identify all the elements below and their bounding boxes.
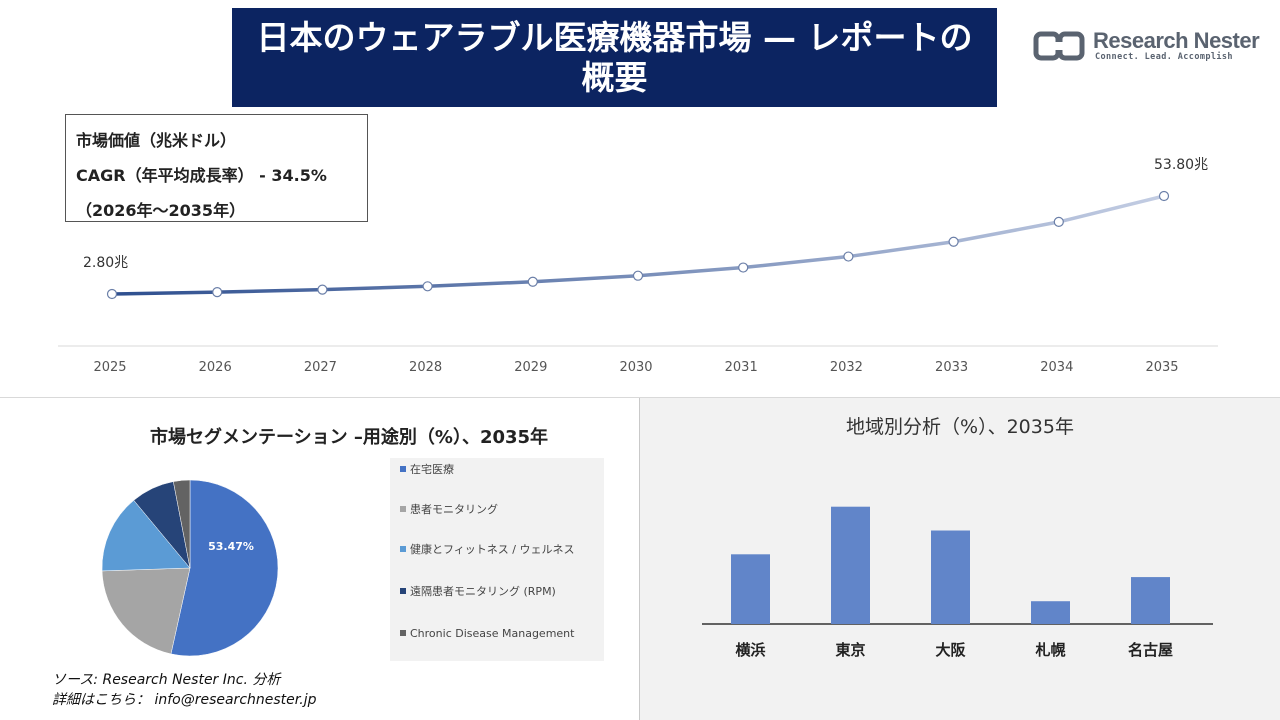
x-tick-label: 2031	[725, 360, 758, 375]
contact-text: 詳細はこちら： info@researchnester.jp	[52, 692, 317, 708]
x-tick-label: 2025	[93, 360, 126, 375]
pie-slice-5	[173, 479, 191, 569]
x-tick-label: 2033	[935, 360, 968, 375]
legend-item: 遠隔患者モニタリング (RPM)	[400, 582, 600, 602]
bar-category-label: 名古屋	[1128, 641, 1173, 659]
first-value-label: 2.80兆	[83, 255, 128, 271]
bar-2	[831, 506, 870, 624]
bar-category-label: 札幌	[1034, 641, 1065, 659]
pie-slice-1	[170, 479, 279, 657]
x-tick-label: 2035	[1145, 360, 1178, 375]
bar-1	[731, 554, 770, 624]
source-note: ソース: Research Nester Inc. 分析 詳細はこちら： inf…	[52, 670, 316, 710]
segmentation-panel: 市場セグメンテーション –用途別（%）、2035年 53.47% 在宅医療患者モ…	[0, 398, 640, 720]
bar-category-label: 東京	[835, 641, 865, 659]
legend-swatch	[400, 506, 406, 512]
line-point-2034	[1053, 216, 1064, 228]
legend-swatch	[400, 588, 406, 594]
bar-category-label: 大阪	[935, 641, 966, 659]
x-tick-label: 2032	[830, 360, 863, 375]
pie-chart-title: 市場セグメンテーション –用途別（%）、2035年	[150, 427, 549, 448]
legend-swatch	[400, 630, 406, 636]
legend-item: 健康とフィットネス / ウェルネス	[400, 540, 600, 560]
line-point-2025	[106, 288, 118, 300]
logo-tagline: Connect. Lead. Accomplish	[1095, 52, 1233, 62]
line-point-2029	[527, 276, 538, 287]
line-point-2035	[1158, 190, 1170, 202]
regional-panel: 地域別分析（%）、2035年 横浜 東京 大阪 札幌 名古屋	[640, 398, 1280, 720]
bar-category-label: 横浜	[735, 641, 765, 659]
pie-slice-3	[101, 499, 191, 572]
x-tick-label: 2029	[514, 360, 547, 375]
section-divider	[0, 397, 1280, 398]
market-value-line-chart: 2025 2026 2027 2028 2029 2030 2031 2032 2033 2034…	[58, 157, 1218, 375]
pie-slice-label: 53.47%	[208, 540, 254, 553]
info-market-value: 市場価値（兆米ドル）	[76, 131, 237, 150]
line-point-2027	[317, 284, 328, 295]
x-tick-label: 2034	[1040, 360, 1073, 375]
legend-swatch	[400, 546, 406, 552]
legend-label: 患者モニタリング	[410, 503, 498, 516]
pie-slice-2	[101, 567, 191, 655]
report-title-text: 日本のウェアラブル医療機器市場 — レポートの概要	[256, 17, 973, 97]
bar-chart-title: 地域別分析（%）、2035年	[846, 416, 1074, 438]
legend-label: Chronic Disease Management	[410, 627, 575, 640]
legend-label: 健康とフィットネス / ウェルネス	[410, 543, 575, 556]
legend-item: Chronic Disease Management	[400, 624, 600, 644]
legend-item: 患者モニタリング	[400, 500, 600, 520]
report-title: 日本のウェアラブル医療機器市場 — レポートの概要	[232, 8, 997, 107]
bar-3	[931, 530, 970, 624]
last-value-label: 53.80兆	[1154, 157, 1208, 173]
line-point-2030	[632, 270, 644, 281]
source-text: ソース: Research Nester Inc. 分析	[52, 672, 281, 688]
legend-label: 遠隔患者モニタリング (RPM)	[410, 585, 556, 598]
info-period: （2026年～2035年）	[76, 201, 246, 220]
x-tick-label: 2028	[409, 360, 442, 375]
regional-bar-chart: 横浜 東京 大阪 札幌 名古屋	[702, 506, 1213, 659]
x-tick-label: 2027	[304, 360, 337, 375]
logo-icon	[1033, 31, 1085, 61]
line-point-2032	[843, 251, 854, 262]
panel-divider	[639, 398, 640, 720]
market-info-box: 市場価値（兆米ドル） CAGR（年平均成長率） - 34.5% （2026年～2…	[65, 114, 368, 222]
legend-item: 在宅医療	[400, 460, 600, 480]
application-pie-chart: 53.47%	[101, 479, 279, 657]
line-point-2026	[212, 287, 223, 298]
x-tick-label: 2026	[199, 360, 232, 375]
line-point-2033	[948, 236, 959, 247]
info-cagr: CAGR（年平均成長率） - 34.5%	[76, 166, 327, 185]
legend-label: 在宅医療	[410, 463, 454, 476]
line-point-2028	[422, 281, 433, 292]
logo-name: Research Nester	[1093, 28, 1260, 53]
research-nester-logo: Research Nester Connect. Lead. Accomplis…	[1033, 28, 1263, 68]
legend-swatch	[400, 466, 406, 472]
bar-5	[1131, 577, 1170, 624]
bar-4	[1031, 601, 1070, 624]
line-point-2031	[738, 262, 749, 273]
pie-legend: 在宅医療患者モニタリング健康とフィットネス / ウェルネス 遠隔患者モニタリング …	[390, 458, 604, 661]
x-tick-label: 2030	[619, 360, 652, 375]
